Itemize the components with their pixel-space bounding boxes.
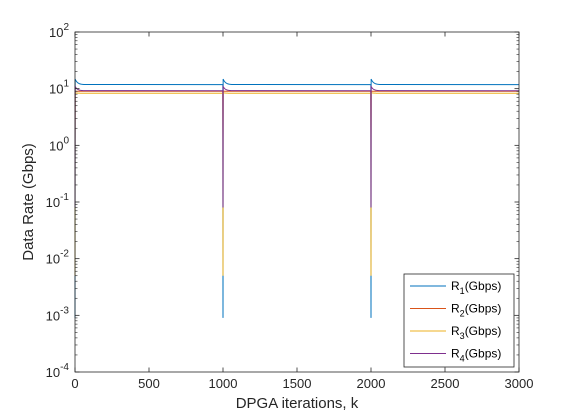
y-tick-label: 10-1 (46, 192, 70, 210)
ticks-layer: 0 500 1000 1500 2000 2500 3000 10-4 10-3 10-2 10-1… (46, 22, 534, 391)
x-tick-label: 0 (71, 376, 78, 391)
series-line-1 (74, 78, 519, 318)
x-tick-label: 2500 (431, 376, 460, 391)
legend-box (403, 273, 515, 368)
x-tick-label: 1000 (209, 376, 238, 391)
series-layer (74, 78, 519, 318)
y-axis-label: Data Rate (Gbps) (20, 143, 37, 261)
x-tick-label: 500 (138, 376, 160, 391)
x-tick-label: 2000 (357, 376, 386, 391)
series-line-2 (74, 90, 519, 139)
y-tick-label: 102 (49, 22, 69, 40)
y-tick-label: 10-2 (46, 249, 70, 267)
x-tick-label: 1500 (283, 376, 312, 391)
y-tick-label: 100 (49, 135, 69, 153)
y-tick-label: 10-4 (46, 362, 70, 380)
y-tick-label: 10-3 (46, 305, 70, 323)
y-tick-label: 101 (49, 79, 69, 97)
series-line-3 (74, 92, 519, 276)
legend: R1(Gbps) R2(Gbps) R3(Gbps) R4(Gbps) (403, 273, 515, 368)
x-tick-label: 3000 (505, 376, 534, 391)
legend-label-4: R4(Gbps) (451, 347, 501, 364)
legend-label-3: R3(Gbps) (451, 324, 501, 341)
x-axis-label: DPGA iterations, k (236, 395, 359, 412)
series-line-4 (74, 84, 519, 208)
legend-label-1: R1(Gbps) (451, 279, 501, 296)
legend-label-2: R2(Gbps) (451, 302, 501, 319)
